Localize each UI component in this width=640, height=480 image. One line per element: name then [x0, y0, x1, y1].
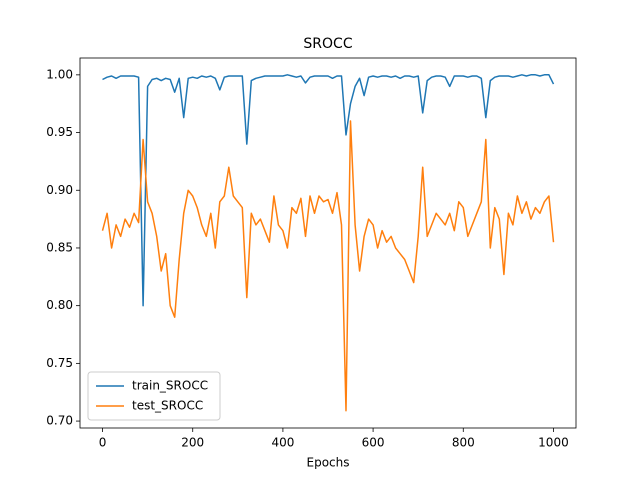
- x-tick-label: 1000: [538, 436, 569, 450]
- data-line: [102, 74, 555, 307]
- x-axis-label: Epochs: [307, 456, 350, 470]
- legend-label: test_SROCC: [132, 399, 203, 413]
- x-tick-label: 200: [181, 436, 204, 450]
- data-line: [101, 120, 555, 412]
- x-tick-label: 800: [452, 436, 475, 450]
- legend-box: [87, 371, 221, 421]
- chart-title: SROCC: [303, 36, 352, 52]
- y-tick-label: 0.70: [46, 414, 73, 428]
- y-tick-label: 0.95: [46, 125, 73, 139]
- plot-frame: [79, 57, 577, 429]
- y-tick-label: 0.80: [46, 298, 73, 312]
- y-tick-label: 0.90: [46, 183, 73, 197]
- legend-label: train_SROCC: [132, 379, 208, 393]
- y-tick-label: 1.00: [46, 67, 73, 81]
- x-tick-label: 600: [362, 436, 385, 450]
- x-tick-label: 0: [99, 436, 107, 450]
- y-tick-label: 0.85: [46, 240, 73, 254]
- x-tick-label: 400: [271, 436, 294, 450]
- y-tick-label: 0.75: [46, 356, 73, 370]
